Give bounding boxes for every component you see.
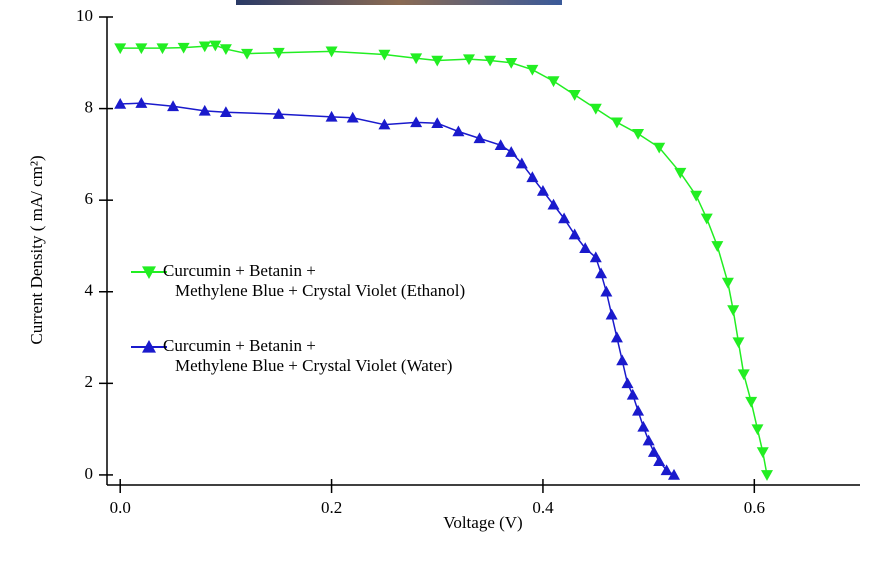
marker bbox=[135, 97, 148, 108]
x-tick-label: 0.2 bbox=[321, 498, 342, 517]
marker bbox=[737, 369, 750, 381]
marker bbox=[558, 212, 571, 224]
marker bbox=[568, 90, 581, 101]
marker bbox=[653, 455, 666, 466]
marker bbox=[589, 103, 602, 115]
marker bbox=[452, 125, 465, 137]
marker bbox=[632, 128, 645, 140]
marker bbox=[378, 118, 391, 130]
x-tick-label: 0.6 bbox=[744, 498, 765, 517]
y-tick-label: 4 bbox=[85, 281, 94, 300]
marker bbox=[526, 171, 539, 183]
y-tick-label: 8 bbox=[85, 97, 94, 116]
marker bbox=[690, 190, 703, 202]
marker bbox=[547, 76, 560, 88]
legend-label: Curcumin + Betanin + Methylene Blue + Cr… bbox=[163, 261, 466, 300]
y-axis-label: Current Density ( mA/ cm²) bbox=[27, 155, 46, 344]
marker bbox=[610, 331, 623, 343]
y-tick-label: 0 bbox=[85, 464, 94, 483]
marker bbox=[610, 117, 623, 129]
marker bbox=[732, 337, 745, 349]
legend-marker bbox=[142, 340, 156, 353]
marker bbox=[135, 43, 148, 55]
marker bbox=[595, 267, 608, 279]
marker bbox=[589, 251, 602, 263]
marker bbox=[272, 108, 285, 119]
marker bbox=[547, 198, 560, 210]
x-tick-label: 0.0 bbox=[110, 498, 131, 517]
marker bbox=[600, 285, 613, 297]
legend-label: Curcumin + Betanin + Methylene Blue + Cr… bbox=[163, 336, 453, 375]
x-tick-label: 0.4 bbox=[532, 498, 554, 517]
marker bbox=[760, 470, 773, 481]
marker bbox=[632, 404, 645, 416]
marker bbox=[198, 41, 211, 53]
marker bbox=[751, 424, 764, 436]
legend-marker bbox=[142, 266, 156, 279]
marker bbox=[674, 167, 687, 179]
marker bbox=[346, 111, 359, 123]
marker bbox=[177, 42, 190, 54]
photo-strip bbox=[236, 0, 562, 5]
marker bbox=[647, 446, 660, 457]
marker bbox=[505, 146, 518, 157]
marker bbox=[219, 44, 232, 56]
marker bbox=[579, 242, 592, 254]
marker bbox=[272, 47, 285, 59]
marker bbox=[198, 104, 211, 116]
marker bbox=[431, 117, 444, 129]
marker bbox=[167, 100, 180, 112]
marker bbox=[727, 305, 740, 317]
marker bbox=[219, 106, 232, 118]
marker bbox=[114, 43, 127, 55]
marker bbox=[484, 55, 497, 67]
marker bbox=[711, 241, 724, 252]
marker bbox=[642, 434, 655, 446]
marker bbox=[241, 48, 254, 60]
marker bbox=[700, 213, 713, 225]
marker bbox=[114, 98, 127, 109]
marker bbox=[410, 53, 423, 65]
marker bbox=[667, 468, 680, 480]
marker bbox=[637, 420, 650, 432]
marker bbox=[494, 139, 507, 151]
marker bbox=[156, 43, 169, 55]
marker bbox=[325, 110, 338, 122]
marker bbox=[526, 64, 539, 76]
marker bbox=[431, 55, 444, 67]
marker bbox=[473, 132, 486, 144]
marker bbox=[721, 277, 734, 289]
marker bbox=[745, 396, 758, 408]
y-tick-label: 10 bbox=[76, 6, 93, 25]
marker bbox=[756, 447, 769, 459]
marker bbox=[605, 308, 618, 320]
marker bbox=[378, 49, 391, 61]
x-axis-label: Voltage (V) bbox=[443, 513, 522, 532]
marker bbox=[325, 46, 338, 58]
marker bbox=[660, 464, 673, 476]
marker bbox=[209, 40, 222, 52]
marker bbox=[621, 377, 634, 389]
marker bbox=[536, 185, 549, 196]
marker bbox=[626, 388, 639, 400]
marker bbox=[568, 228, 581, 240]
y-tick-label: 6 bbox=[85, 189, 94, 208]
marker bbox=[410, 116, 423, 128]
marker bbox=[462, 54, 475, 66]
marker bbox=[616, 354, 629, 366]
marker bbox=[653, 142, 666, 154]
marker bbox=[505, 57, 518, 69]
marker bbox=[515, 157, 528, 169]
y-tick-label: 2 bbox=[85, 372, 94, 391]
